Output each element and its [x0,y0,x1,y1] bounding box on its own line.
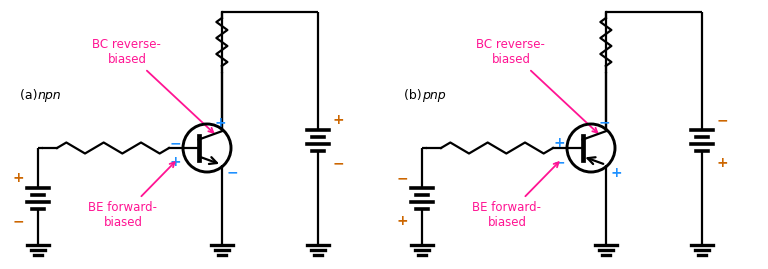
Text: +: + [717,156,728,170]
Text: −: − [717,113,728,127]
Text: +: + [214,116,226,130]
Text: +: + [553,136,564,150]
Text: +: + [610,166,621,180]
Text: +: + [169,155,180,169]
Text: (b): (b) [404,89,425,101]
Text: −: − [553,155,564,169]
Text: (a): (a) [20,89,41,101]
Text: −: − [169,136,180,150]
Text: pnp: pnp [422,89,445,101]
Text: BE forward-
biased: BE forward- biased [472,162,558,229]
Text: −: − [226,166,237,180]
Text: −: − [12,214,24,228]
Text: BC reverse-
biased: BC reverse- biased [92,38,214,133]
Text: npn: npn [38,89,61,101]
Text: +: + [333,113,344,127]
Text: −: − [333,156,344,170]
Text: BE forward-
biased: BE forward- biased [88,162,174,229]
Text: BC reverse-
biased: BC reverse- biased [476,38,598,133]
Text: −: − [396,171,408,185]
Text: +: + [12,171,24,185]
Text: +: + [396,214,408,228]
Text: −: − [598,116,610,130]
